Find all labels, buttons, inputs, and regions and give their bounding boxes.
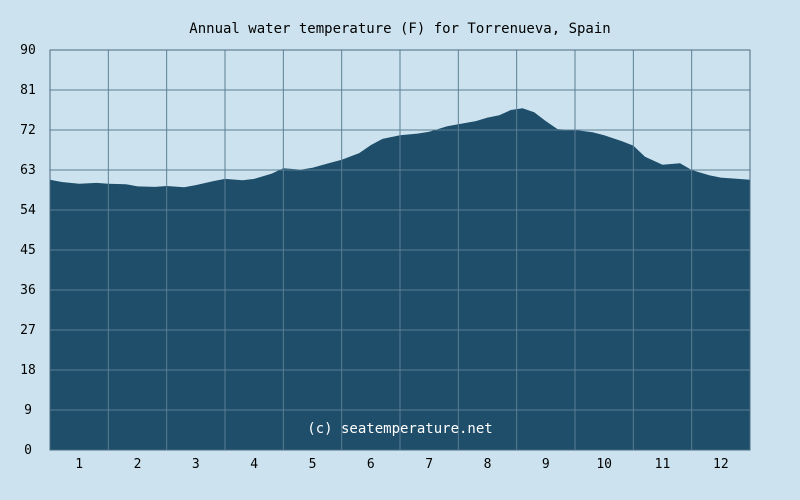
plot-border: [49, 49, 751, 451]
y-tick-label: 9: [24, 403, 32, 418]
y-tick-label: 18: [20, 363, 36, 378]
y-tick-label: 45: [20, 243, 36, 258]
x-tick-label: 11: [655, 457, 671, 472]
y-tick-label: 72: [20, 123, 36, 138]
chart-title: Annual water temperature (F) for Torrenu…: [189, 21, 610, 37]
x-tick-label: 7: [425, 457, 433, 472]
x-tick-label: 4: [250, 457, 258, 472]
y-tick-label: 90: [20, 43, 36, 58]
x-tick-label: 12: [713, 457, 729, 472]
y-tick-label: 36: [20, 283, 36, 298]
y-tick-label: 81: [20, 83, 36, 98]
x-tick-label: 8: [484, 457, 492, 472]
y-axis: 0 9 18 27 36 45 54 63 72 81 90: [20, 43, 36, 458]
x-tick-label: 6: [367, 457, 375, 472]
x-tick-label: 9: [542, 457, 550, 472]
x-tick-label: 1: [75, 457, 83, 472]
y-tick-label: 54: [20, 203, 36, 218]
x-tick-label: 10: [596, 457, 612, 472]
x-tick-label: 3: [192, 457, 200, 472]
y-tick-label: 0: [24, 443, 32, 458]
y-tick-label: 63: [20, 163, 36, 178]
x-axis: 1 2 3 4 5 6 7 8 9 10 11 12: [75, 457, 728, 472]
watermark: (c) seatemperature.net: [307, 421, 492, 437]
y-tick-label: 27: [20, 323, 36, 338]
x-tick-label: 2: [134, 457, 142, 472]
x-tick-label: 5: [309, 457, 317, 472]
